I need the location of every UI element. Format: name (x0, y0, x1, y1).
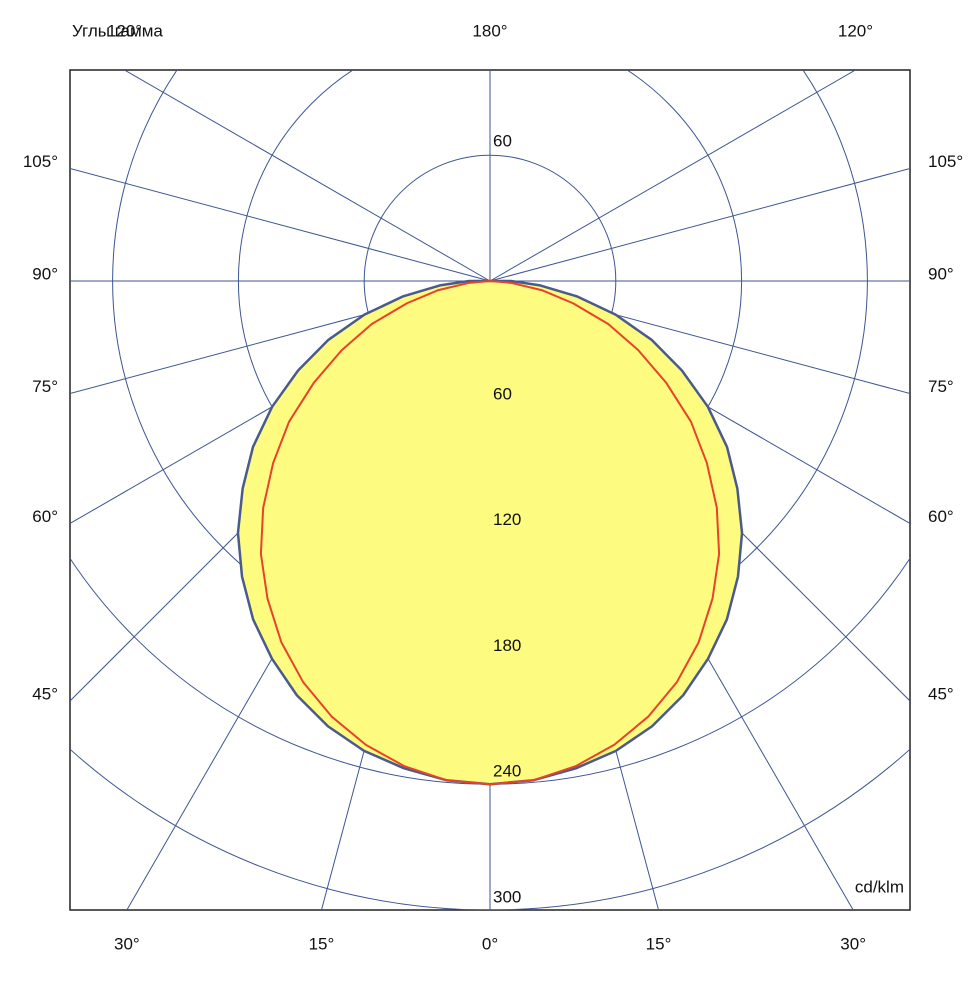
angle-tick-label: 0° (482, 934, 498, 953)
r-tick-label: 120 (493, 510, 521, 529)
chart-title: Углы гамма (72, 21, 163, 40)
grid-spoke (489, 167, 910, 282)
angle-tick-label: 60° (32, 507, 58, 526)
intensity-curve (236, 279, 744, 786)
angle-tick-label: 60° (928, 507, 954, 526)
angle-tick-label: 90° (32, 264, 58, 283)
angle-tick-label: 75° (32, 377, 58, 396)
angle-tick-label: 120° (107, 21, 142, 40)
grid-spoke (70, 167, 491, 282)
angle-tick-label: 45° (928, 684, 954, 703)
r-tick-label: 240 (493, 762, 521, 781)
angle-tick-label: 75° (928, 377, 954, 396)
grid-spoke (489, 70, 856, 282)
r-tick-label: 60 (493, 384, 512, 403)
angle-tick-label: 180° (472, 21, 507, 40)
angle-tick-label: 45° (32, 684, 58, 703)
r-tick-label: 180 (493, 636, 521, 655)
labels: 0° 15° 15° 30° 30° 45° 45° 60° 60° 75° 75° 90° 90° 10… (23, 21, 963, 953)
angle-tick-label: 30° (840, 934, 866, 953)
angle-tick-label: 15° (309, 934, 335, 953)
angle-tick-label: 105° (23, 152, 58, 171)
grid-spoke (124, 70, 491, 282)
r-tick-label: 60 (493, 132, 512, 151)
angle-tick-label: 15° (646, 934, 672, 953)
r-tick-label: 300 (493, 887, 521, 906)
angle-tick-label: 120° (838, 21, 873, 40)
angle-tick-label: 90° (928, 264, 954, 283)
intensity-curve (259, 280, 721, 786)
angle-tick-label: 105° (928, 152, 963, 171)
data-layer (236, 279, 744, 786)
unit-label: cd/klm (855, 877, 904, 896)
angle-tick-label: 30° (114, 934, 140, 953)
